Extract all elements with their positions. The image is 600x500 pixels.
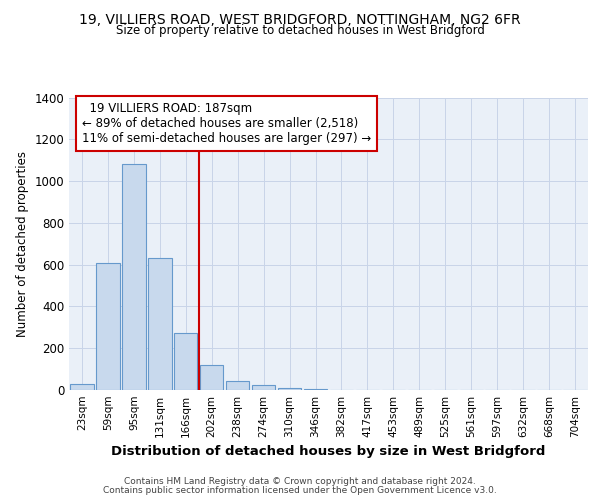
Bar <box>96 262 119 390</box>
Text: 19, VILLIERS ROAD, WEST BRIDGFORD, NOTTINGHAM, NG2 6FR: 19, VILLIERS ROAD, WEST BRIDGFORD, NOTTI… <box>79 12 521 26</box>
Bar <box>226 380 250 390</box>
Text: 19 VILLIERS ROAD: 187sqm  
← 89% of detached houses are smaller (2,518)
11% of s: 19 VILLIERS ROAD: 187sqm ← 89% of detach… <box>82 102 371 145</box>
Y-axis label: Number of detached properties: Number of detached properties <box>16 151 29 337</box>
X-axis label: Distribution of detached houses by size in West Bridgford: Distribution of detached houses by size … <box>112 446 545 458</box>
Bar <box>252 385 275 390</box>
Text: Size of property relative to detached houses in West Bridgford: Size of property relative to detached ho… <box>116 24 484 37</box>
Bar <box>278 388 301 390</box>
Text: Contains HM Land Registry data © Crown copyright and database right 2024.: Contains HM Land Registry data © Crown c… <box>124 477 476 486</box>
Bar <box>148 258 172 390</box>
Text: Contains public sector information licensed under the Open Government Licence v3: Contains public sector information licen… <box>103 486 497 495</box>
Bar <box>174 332 197 390</box>
Bar <box>200 365 223 390</box>
Bar <box>304 389 327 390</box>
Bar <box>122 164 146 390</box>
Bar <box>70 384 94 390</box>
